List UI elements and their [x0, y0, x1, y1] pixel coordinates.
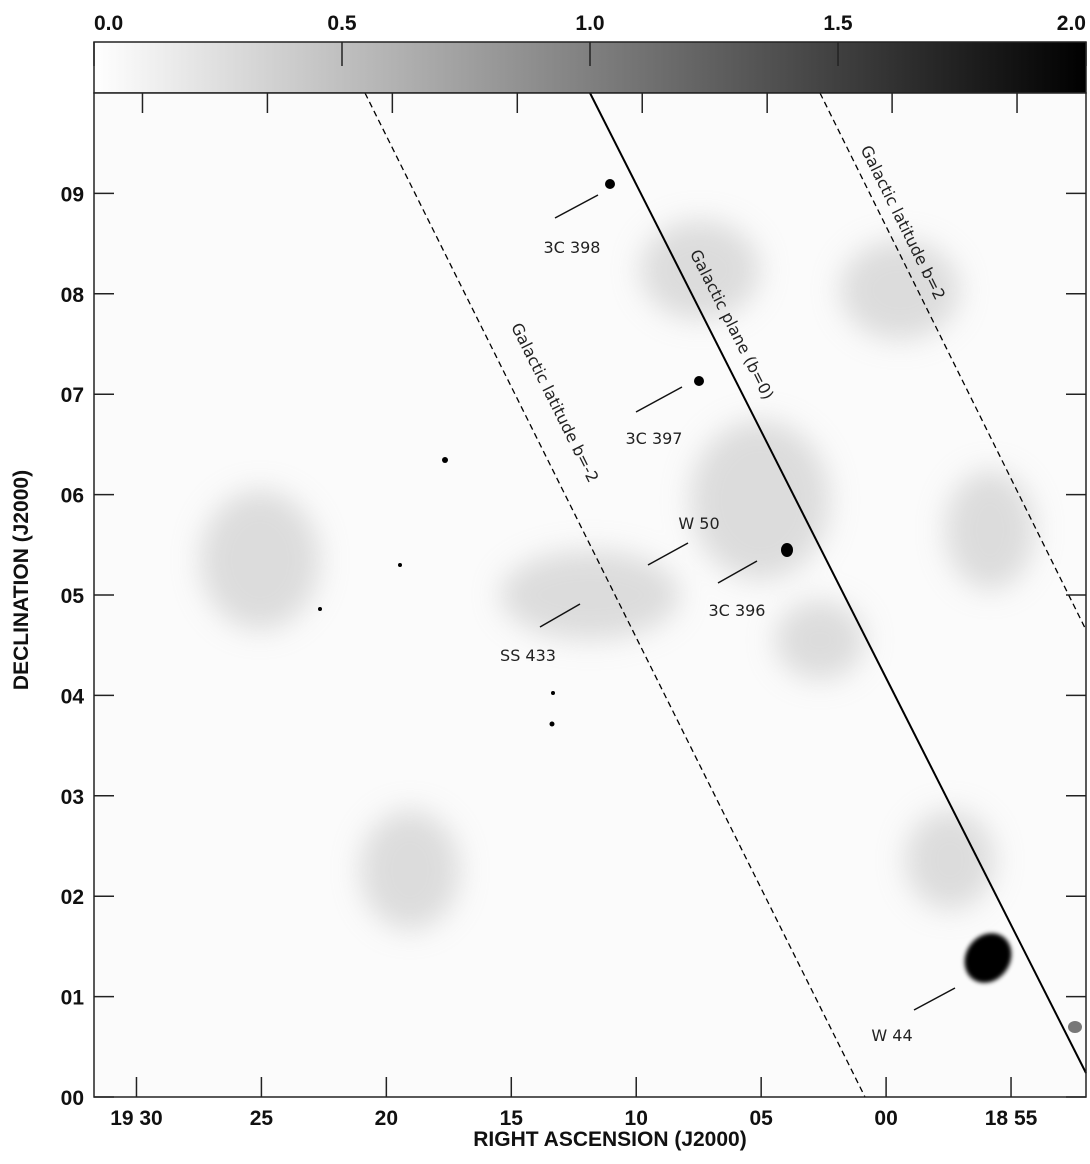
y-tick-label: 01 [61, 987, 85, 1010]
y-tick-label: 08 [61, 284, 85, 307]
source-label: 3C 396 [709, 601, 766, 620]
y-axis-label: DECLINATION (J2000) [10, 470, 33, 690]
source-label: W 50 [678, 514, 719, 533]
x-tick-label: 10 [625, 1107, 648, 1130]
colorbar-tick-label: 1.0 [575, 12, 604, 35]
y-tick-label: 06 [61, 485, 84, 508]
y-tick-label: 07 [61, 384, 84, 407]
x-tick-label: 00 [874, 1107, 897, 1130]
x-tick-label: 05 [749, 1107, 773, 1130]
colorbar-tick-label: 2.0 [1057, 12, 1086, 35]
colorbar-tick-label: 1.5 [823, 12, 853, 35]
y-tick-label: 00 [61, 1087, 84, 1110]
colorbar-tick-label: 0.5 [327, 12, 357, 35]
y-tick-label: 04 [61, 685, 85, 708]
x-axis-label: RIGHT ASCENSION (J2000) [473, 1128, 746, 1151]
chart: RIGHT ASCENSION (J2000) DECLINATION (J20… [0, 0, 1090, 1164]
colorbar-tick-label: 0.0 [94, 12, 123, 35]
source-label: 3C 397 [626, 429, 683, 448]
y-tick-label: 05 [61, 585, 85, 608]
x-tick-label: 20 [375, 1107, 398, 1130]
x-tick-label: 19 30 [110, 1107, 163, 1130]
x-tick-label: 25 [250, 1107, 274, 1130]
y-tick-label: 02 [61, 886, 84, 909]
source-label: SS 433 [500, 646, 556, 665]
y-tick-label: 09 [61, 183, 84, 206]
x-tick-label: 15 [500, 1107, 524, 1130]
source-label: W 44 [871, 1026, 912, 1045]
y-tick-label: 03 [61, 786, 84, 809]
source-label: 3C 398 [544, 238, 601, 257]
x-tick-label: 18 55 [985, 1107, 1038, 1130]
